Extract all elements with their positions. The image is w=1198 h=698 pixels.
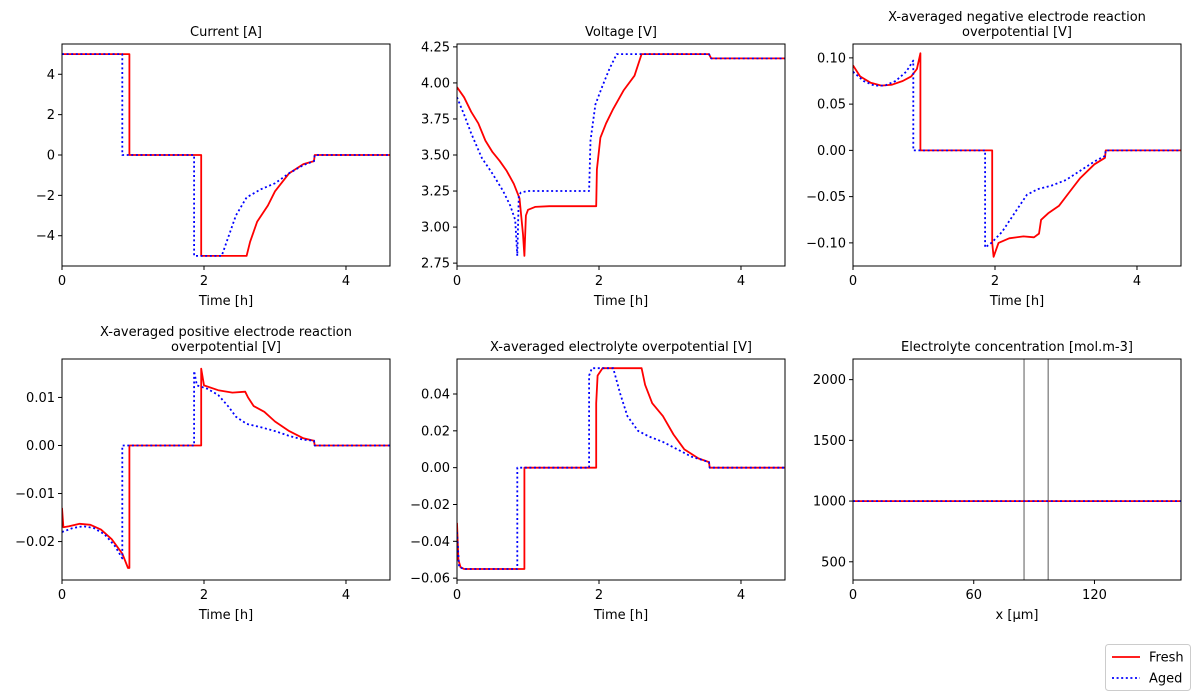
series-line-fresh [457,367,785,570]
x-tick-label: 2 [595,588,603,603]
y-tick-label: 3.00 [421,221,450,236]
x-tick-label: 0 [849,274,857,289]
x-tick-label: 0 [58,588,66,603]
y-tick-label: −0.06 [410,572,450,587]
x-axis-label: x [μm] [996,608,1039,623]
y-tick-label: 2000 [813,373,846,388]
x-tick-label: 4 [1133,274,1141,289]
y-tick-label: 500 [821,555,846,570]
y-tick-label: 0.10 [817,51,846,66]
legend: Fresh Aged [1105,644,1191,691]
axes-frame [456,358,786,581]
x-axis-label: Time [h] [593,294,648,309]
subplot-3: X-averaged negative electrode reactionov… [806,10,1182,309]
x-tick-label: 2 [595,274,603,289]
series-line-fresh [457,53,785,257]
series-line-aged [62,370,390,560]
y-tick-label: 1500 [813,434,846,449]
y-tick-label: 3.50 [421,149,450,164]
y-tick-label: −0.01 [15,487,55,502]
axes-frame [852,358,1182,581]
series-line-fresh [853,52,1181,258]
axes-frame [61,358,391,581]
subplot-title: X-averaged positive electrode reaction [100,325,352,340]
y-tick-label: 4.00 [421,76,450,91]
subplot-2: Voltage [V] 0 2 4 2.75 3.00 3.25 3.50 3.75 4.00 4.… [421,25,786,309]
series-line-aged [457,53,785,257]
x-axis-label: Time [h] [593,608,648,623]
y-tick-label: 3.25 [421,185,450,200]
x-tick-label: 2 [991,274,999,289]
x-tick-label: 2 [200,274,208,289]
y-tick-label: 0.02 [421,424,450,439]
y-tick-label: 0.00 [817,144,846,159]
x-tick-label: 4 [342,274,350,289]
x-tick-label: 4 [342,588,350,603]
x-axis-label: Time [h] [198,608,253,623]
y-tick-label: −4 [36,229,55,244]
subplot-4: X-averaged positive electrode reactionov… [15,325,391,623]
y-tick-label: −0.04 [410,535,450,550]
x-tick-label: 120 [1082,588,1107,603]
series-line-aged [62,53,390,257]
subplot-title: Electrolyte concentration [mol.m-3] [901,340,1133,355]
legend-label-fresh: Fresh [1149,651,1184,666]
subplot-title: X-averaged negative electrode reaction [888,10,1146,25]
y-tick-label: −2 [36,189,55,204]
subplot-title: overpotential [V] [171,340,281,355]
x-tick-label: 2 [200,588,208,603]
x-axis-label: Time [h] [198,294,253,309]
y-tick-label: 0 [47,149,55,164]
axes-frame [852,43,1182,267]
series-line-fresh [62,367,390,569]
x-tick-label: 0 [453,588,461,603]
y-tick-label: −0.05 [806,190,846,205]
y-tick-label: −0.02 [15,535,55,550]
y-tick-label: 4.25 [421,40,450,55]
y-tick-label: 4 [47,68,55,83]
subplot-title: Voltage [V] [585,25,657,40]
y-tick-label: 2.75 [421,257,450,272]
series-line-aged [853,59,1181,249]
y-tick-label: 3.75 [421,112,450,127]
x-tick-label: 0 [453,274,461,289]
y-tick-label: 2 [47,108,55,123]
x-tick-label: 0 [58,274,66,289]
subplot-6: Electrolyte concentration [mol.m-3] 0 60 12… [813,340,1182,623]
subplot-5: X-averaged electrolyte overpotential [V]… [410,340,786,623]
legend-box [1105,644,1191,691]
y-tick-label: 0.00 [421,461,450,476]
x-tick-label: 4 [737,588,745,603]
y-tick-label: −0.10 [806,236,846,251]
legend-label-aged: Aged [1149,672,1182,687]
series-line-aged [457,367,785,570]
x-tick-label: 0 [849,588,857,603]
x-axis-label: Time [h] [989,294,1044,309]
y-tick-label: 0.01 [26,391,55,406]
y-tick-label: 0.05 [817,98,846,113]
y-tick-label: 1000 [813,495,846,510]
x-tick-label: 60 [965,588,982,603]
subplot-1: Current [A] 0 2 4 −4 −2 0 2 4 Time [h] [36,25,391,309]
subplot-title: overpotential [V] [962,25,1072,40]
y-tick-label: −0.02 [410,498,450,513]
subplot-title: X-averaged electrolyte overpotential [V] [490,340,752,355]
axes-frame [456,43,786,267]
subplot-title: Current [A] [190,25,262,40]
y-tick-label: 0.00 [26,439,55,454]
y-tick-label: 0.04 [421,387,450,402]
x-tick-label: 4 [737,274,745,289]
